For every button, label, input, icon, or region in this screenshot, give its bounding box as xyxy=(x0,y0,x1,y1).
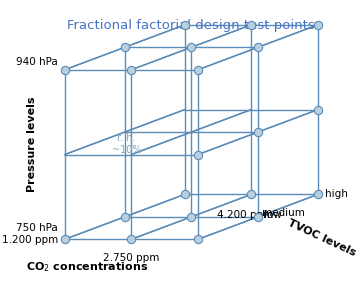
Text: 750 hPa
1.200 ppm: 750 hPa 1.200 ppm xyxy=(2,223,58,245)
Text: Pressure levels: Pressure levels xyxy=(27,96,37,192)
Text: Fractional factorial design test points: Fractional factorial design test points xyxy=(68,20,315,33)
Text: r. h.
~10%: r. h. ~10% xyxy=(112,133,141,155)
Text: high: high xyxy=(325,189,347,199)
Text: CO$_2$ concentrations: CO$_2$ concentrations xyxy=(26,260,148,274)
Text: medium: medium xyxy=(262,208,305,218)
Text: TVOC levels: TVOC levels xyxy=(286,218,357,258)
Text: 940 hPa: 940 hPa xyxy=(16,57,58,67)
Text: 4.200 ppm: 4.200 ppm xyxy=(217,210,273,220)
Text: 2.750 ppm: 2.750 ppm xyxy=(103,253,160,263)
Text: low: low xyxy=(264,210,282,220)
